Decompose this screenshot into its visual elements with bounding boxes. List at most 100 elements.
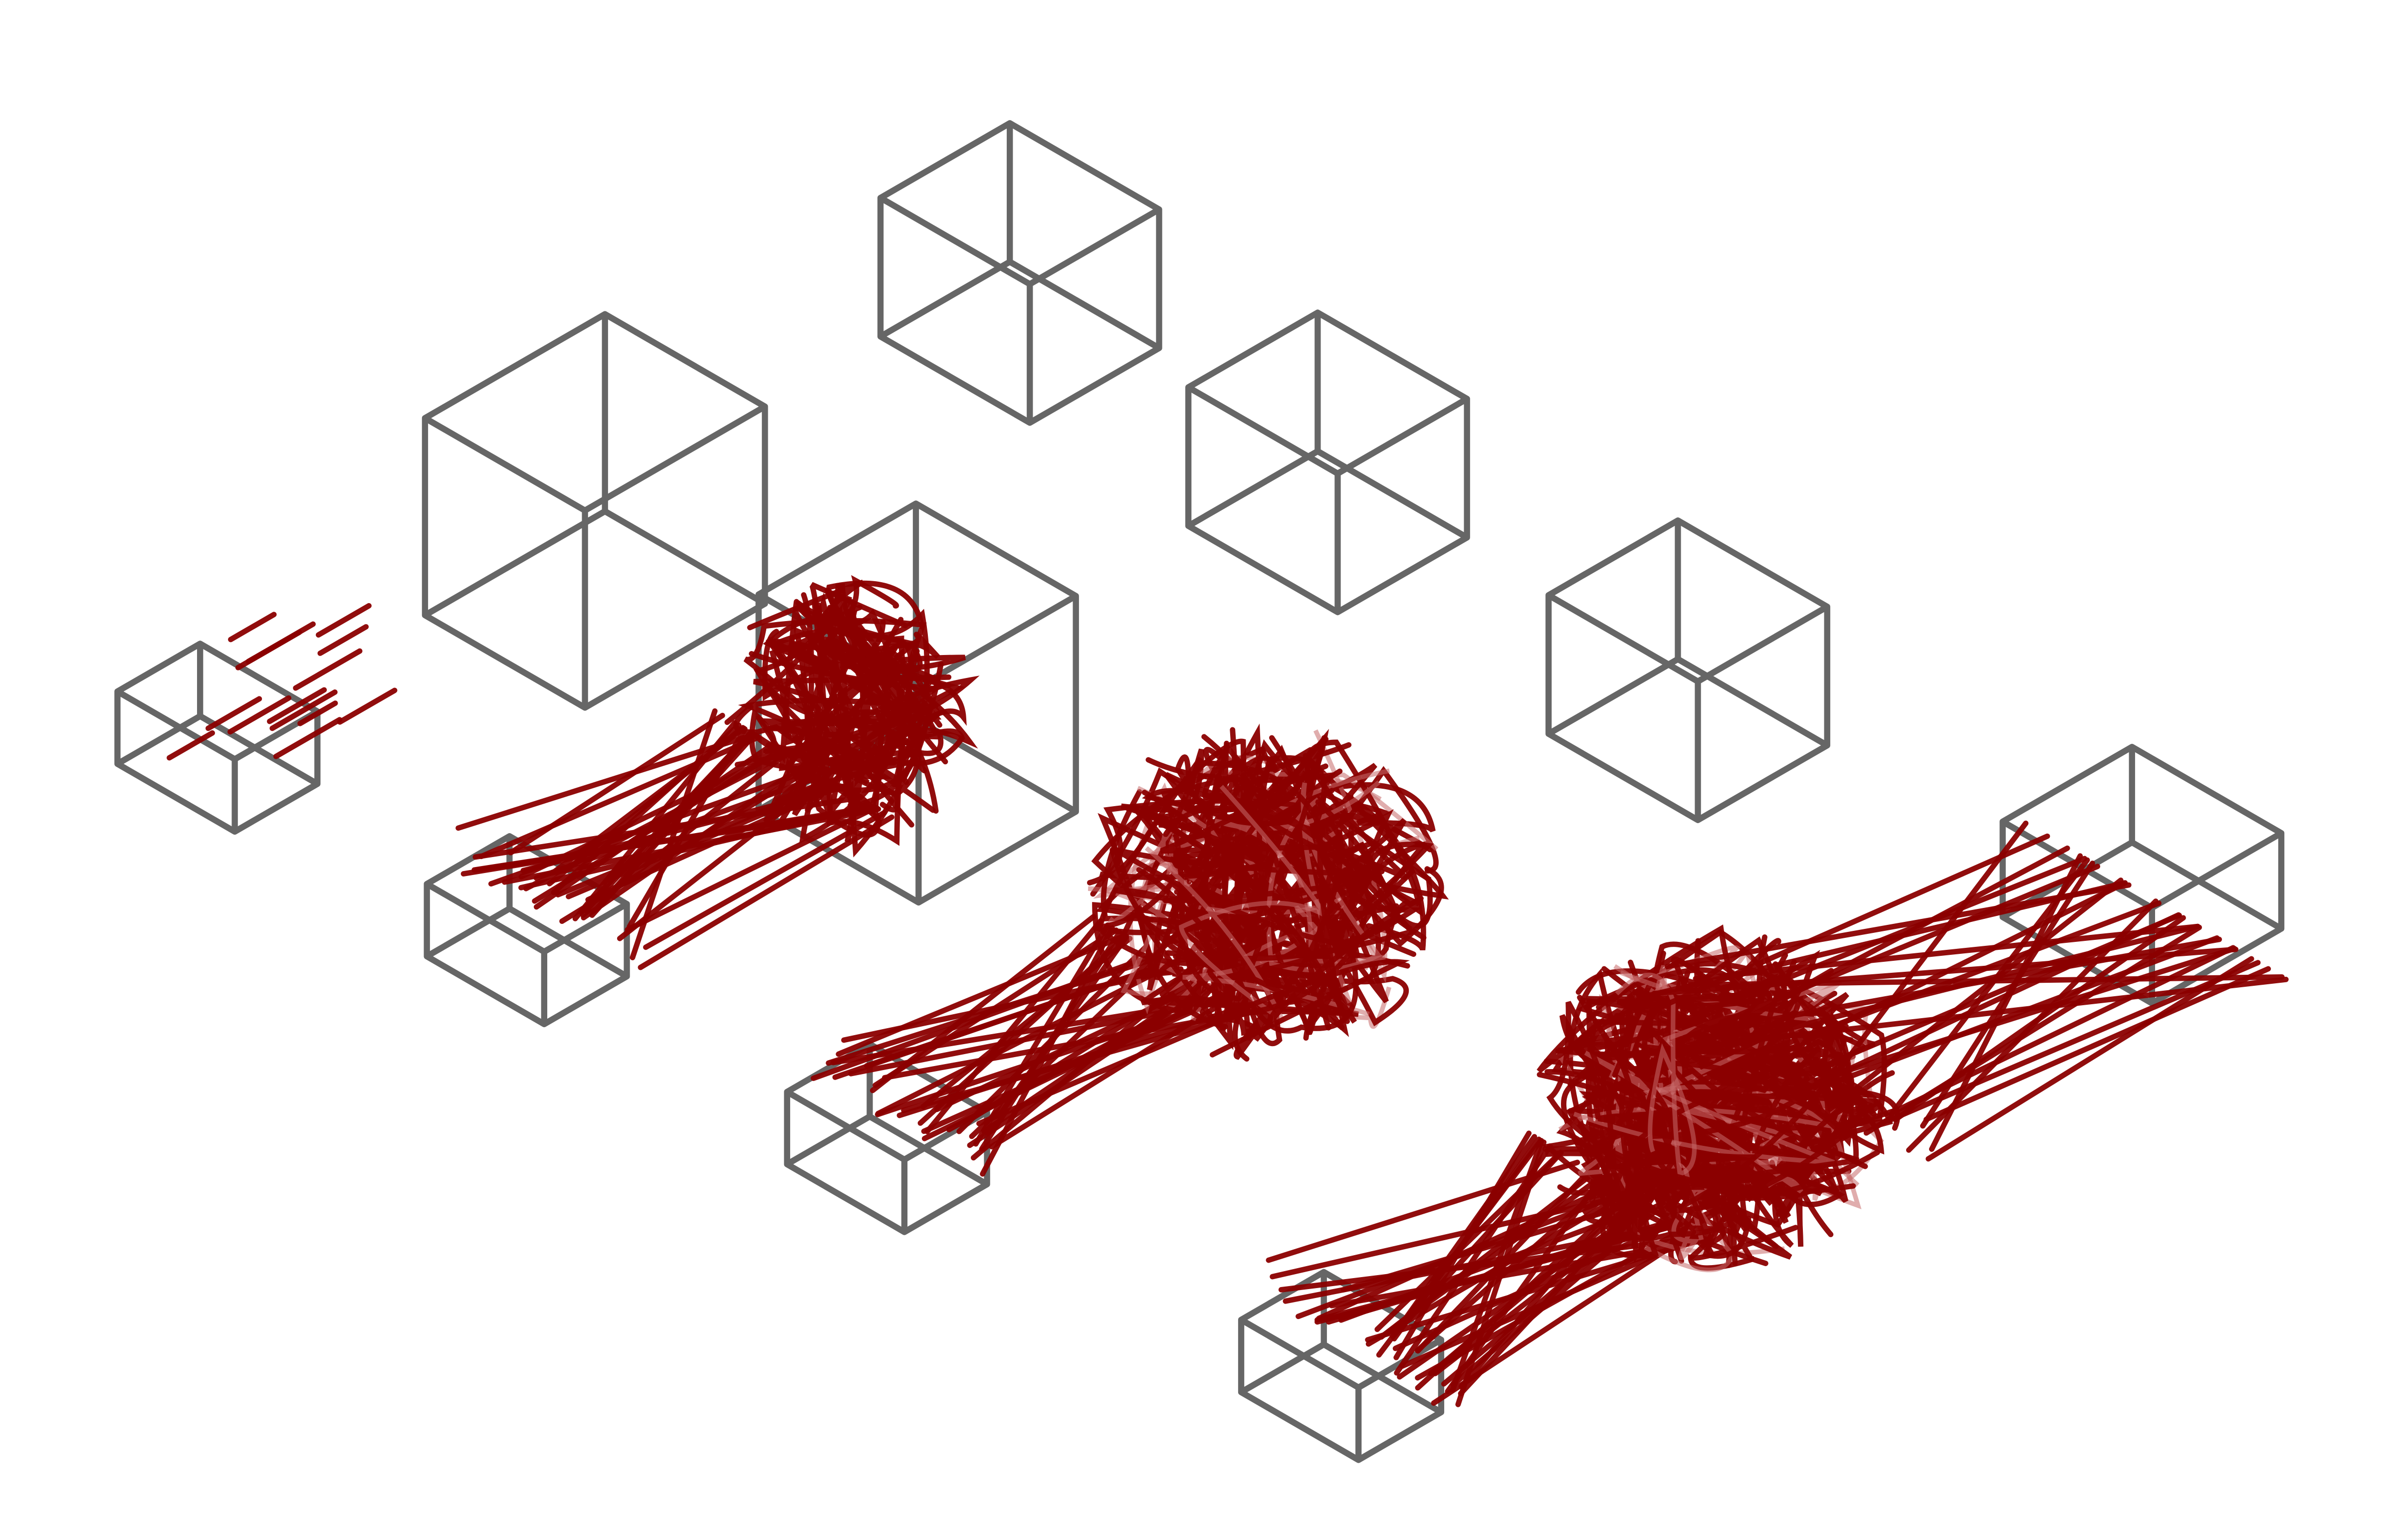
stage-2-knot-strand bbox=[733, 674, 952, 752]
wireframe-boxes bbox=[114, 120, 2285, 1463]
stage-4-knot-strand bbox=[1615, 972, 1697, 1177]
stage-1-strand bbox=[167, 730, 215, 761]
small-box-stage-2-edge bbox=[425, 905, 511, 959]
stage-4-fan-strand bbox=[1270, 1192, 1634, 1280]
small-box-stage-2-edge bbox=[425, 881, 546, 955]
cube-right-low bbox=[1545, 517, 1830, 824]
cube-right-mid-edge bbox=[1187, 448, 1319, 529]
stage-3-fan-strand bbox=[921, 991, 1225, 1141]
stage-4-out-strand bbox=[1813, 946, 2237, 1083]
stage-4-fan-strand bbox=[1329, 1237, 1710, 1309]
stage-4-fan-strand bbox=[1392, 1219, 1680, 1351]
cube-top-center bbox=[877, 120, 1162, 426]
stage-4-fan-strand bbox=[1378, 1170, 1597, 1340]
stage-1-strand bbox=[205, 696, 262, 731]
large-cube-top-left-edge bbox=[603, 508, 767, 607]
stage-1-strand bbox=[317, 624, 369, 656]
large-cube-top-left bbox=[422, 311, 768, 711]
stage-3-fan-strand bbox=[920, 935, 1133, 1109]
stage-4-out-strand bbox=[1896, 945, 2236, 1112]
strand-bundles bbox=[167, 575, 2289, 1407]
stage-4-out-strand bbox=[1651, 946, 2239, 996]
stage-2-fan-strand bbox=[547, 725, 746, 886]
small-box-stage-4-edge bbox=[1322, 1341, 1443, 1415]
small-box-stage-3-edge bbox=[868, 1113, 989, 1187]
small-box-stage-4-edge bbox=[1239, 1341, 1325, 1395]
stage-4-out-strand bbox=[1926, 956, 2254, 1162]
cube-right-low-outline bbox=[1545, 517, 1830, 824]
stage-2-fan-strand bbox=[630, 708, 718, 960]
stage-4-out-strand bbox=[1693, 923, 2200, 982]
stage-2-fan-strand bbox=[518, 749, 786, 880]
stage-1-strand bbox=[228, 612, 277, 643]
stage-4-out-strand bbox=[1741, 936, 2222, 1027]
cube-right-mid-edge bbox=[1187, 385, 1339, 476]
stage-4-out-strand bbox=[1906, 898, 2159, 1153]
stage-1-strand bbox=[316, 603, 372, 638]
cube-right-low-edge bbox=[1547, 592, 1700, 684]
cube-right-mid-edge bbox=[1316, 448, 1469, 540]
stage-2-knot-strand bbox=[810, 639, 944, 771]
cube-top-center-edge bbox=[1028, 207, 1161, 287]
small-box-stage-4-edge bbox=[1239, 1317, 1360, 1390]
small-box-stage-2 bbox=[424, 833, 630, 1028]
large-cube-top-left-outline bbox=[422, 311, 768, 711]
stage-1-strand bbox=[269, 689, 338, 731]
stage-2-fan-strand bbox=[625, 805, 878, 933]
stage-4-out-strand bbox=[1718, 864, 2101, 1025]
cube-top-center-edge bbox=[878, 195, 1032, 287]
stage-2-fan-strand bbox=[478, 734, 762, 860]
stage-1-strand bbox=[245, 621, 316, 664]
stage-1-strand bbox=[297, 700, 338, 726]
long-box-stage-4-end-edge bbox=[2150, 830, 2283, 911]
stage-3-fan-strand bbox=[881, 1009, 1255, 1081]
cube-right-mid-outline bbox=[1185, 309, 1470, 616]
stage-4-fan-strand bbox=[1374, 1149, 1563, 1332]
stage-4-out-strand bbox=[1773, 900, 2162, 1051]
stage-4-knot-strand bbox=[1546, 1001, 1880, 1199]
small-box-stage-1-edge bbox=[116, 688, 236, 762]
cube-right-low-edge bbox=[1696, 604, 1829, 684]
stage-2-knot-strand bbox=[772, 605, 978, 752]
small-box-stage-1-outline bbox=[114, 641, 321, 835]
stage-3-knot-strand bbox=[1093, 847, 1385, 971]
stage-3-fan-strand bbox=[836, 932, 1128, 1057]
large-cube-top-left-edge bbox=[423, 508, 607, 618]
stage-4-out-strand bbox=[1823, 935, 2220, 1089]
cube-right-mid-edge bbox=[1336, 396, 1469, 476]
small-box-stage-2-edge bbox=[542, 901, 629, 955]
small-box-stage-1-edge bbox=[199, 713, 319, 787]
stage-1-strand bbox=[337, 687, 398, 725]
stage-2-knot-strand bbox=[759, 698, 942, 813]
long-box-stage-4-end-edge bbox=[2130, 840, 2283, 931]
stage-3-fan-strand bbox=[901, 1009, 1255, 1113]
stage-3-fan-strand bbox=[811, 951, 1159, 1081]
stage-4-out-strand bbox=[1923, 966, 2271, 1122]
stage-2-fan-strand bbox=[508, 712, 725, 856]
stage-3-knot-strand bbox=[1144, 785, 1328, 1023]
stage-4-out-strand bbox=[1827, 878, 2124, 1112]
stage-1-strand bbox=[267, 687, 327, 724]
stage-4-knot-strand bbox=[1573, 1051, 1835, 1194]
cube-top-center-edge bbox=[1008, 259, 1161, 351]
stage-4-fan-strand bbox=[1431, 1229, 1697, 1406]
stage-2-fan-strand bbox=[627, 726, 748, 929]
stage-4-out-strand bbox=[1732, 976, 2289, 1045]
stage-1-strand bbox=[273, 717, 343, 759]
stage-4-knot-strand bbox=[1581, 1046, 1843, 1228]
stage-2-fan-strand bbox=[643, 810, 887, 950]
cube-right-low-edge bbox=[1676, 656, 1829, 748]
cube-top-center-edge bbox=[878, 259, 1012, 339]
cube-top-center-outline bbox=[877, 120, 1162, 426]
small-box-stage-2-edge bbox=[508, 905, 629, 979]
stage-4-out-strand bbox=[1863, 924, 2202, 1136]
small-box-stage-3-edge bbox=[785, 1089, 906, 1162]
stage-4-knot-strand bbox=[1625, 1028, 1859, 1241]
stage-1-strand bbox=[293, 648, 363, 691]
stage-2-fan-strand bbox=[455, 731, 757, 831]
stage-4-knot-strand bbox=[1586, 989, 1803, 1241]
cube-right-mid bbox=[1185, 309, 1470, 616]
stage-4-knot-strand bbox=[1644, 1187, 1736, 1273]
stage-2-knot-strand bbox=[795, 604, 924, 787]
